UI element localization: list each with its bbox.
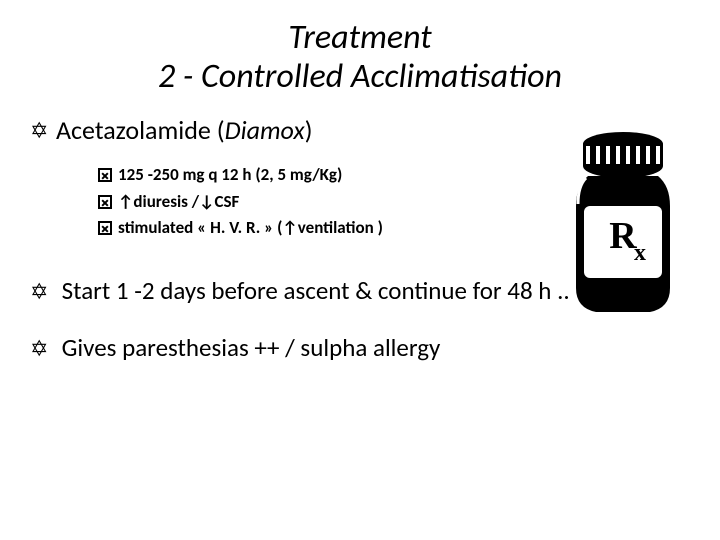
star-icon: ✡ — [30, 278, 56, 305]
sub-text-3a: stimulated « H. V. R. » ( — [118, 215, 282, 241]
up-arrow-icon: ↑ — [118, 189, 133, 215]
bullet-2-text: Start 1 -2 days before ascent & continue… — [56, 275, 570, 306]
sub-text-1: 125 -250 mg q 12 h (2, 5 mg/Kg) — [118, 162, 342, 188]
checkbox-icon — [98, 221, 112, 235]
bullet-side-effects: ✡ Gives paresthesias ++ / sulpha allergy — [30, 332, 690, 363]
drug-name-prefix: Acetazolamide ( — [56, 114, 225, 146]
slide-title: Treatment 2 - Controlled Acclimatisation — [0, 0, 720, 96]
sub-text-2a: diuresis / — [133, 189, 199, 215]
star-icon: ✡ — [30, 335, 56, 362]
sub-text-2b: CSF — [215, 189, 240, 215]
checkbox-icon — [98, 195, 112, 209]
star-icon: ✡ — [30, 117, 56, 144]
pill-bottle-icon: R x — [568, 128, 678, 323]
up-arrow-icon: ↑ — [282, 215, 297, 241]
bullet-3-text: Gives paresthesias ++ / sulpha allergy — [56, 332, 440, 363]
svg-text:x: x — [634, 240, 646, 266]
title-line-2: 2 - Controlled Acclimatisation — [0, 57, 720, 96]
title-line-1: Treatment — [0, 18, 720, 57]
drug-brand: Diamox — [225, 114, 305, 146]
down-arrow-icon: ↓ — [199, 189, 214, 215]
checkbox-icon — [98, 168, 112, 182]
drug-name-suffix: ) — [305, 114, 313, 146]
sub-text-3b: ventilation ) — [298, 215, 383, 241]
